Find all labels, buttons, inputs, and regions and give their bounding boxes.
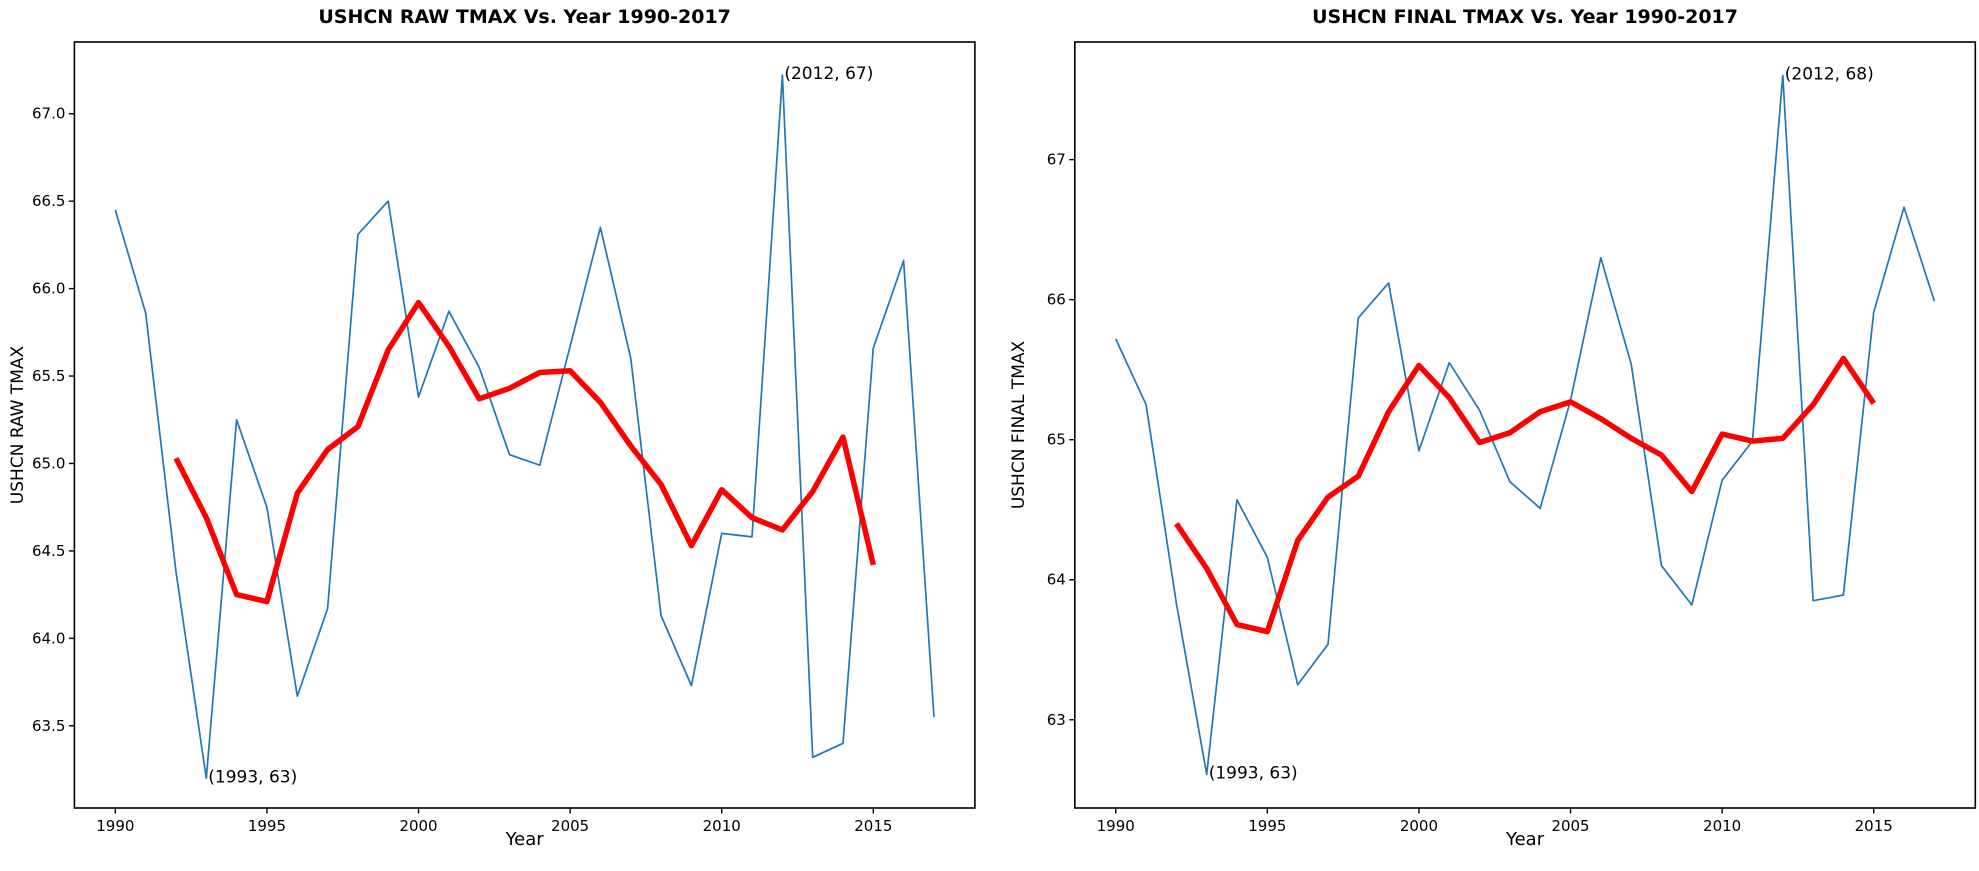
x-tick-label: 2015 xyxy=(854,817,892,835)
annual-final-tmax-line xyxy=(1114,74,1936,776)
y-tick-label: 66.5 xyxy=(32,192,65,210)
five-year-moving-average-line xyxy=(173,299,876,605)
x-tick-label: 2000 xyxy=(1400,817,1438,835)
x-tick-label: 2005 xyxy=(1551,817,1589,835)
annotation-2012: (2012, 67) xyxy=(784,64,873,84)
annotation-1993: (1993, 63) xyxy=(1209,763,1298,783)
x-tick-label: 2010 xyxy=(1703,817,1741,835)
y-tick-label: 66.0 xyxy=(32,280,65,298)
x-axis-label-raw: Year xyxy=(505,829,544,850)
x-tick-label: 2005 xyxy=(551,817,589,835)
x-tick-labels: 1990 1995 2000 2005 2010 2015 xyxy=(1097,808,1893,835)
y-tick-labels: 63.5 64.0 64.5 65.0 65.5 66.0 66.5 67.0 xyxy=(32,105,75,735)
chart-title-raw: USHCN RAW TMAX Vs. Year 1990-2017 xyxy=(318,6,731,28)
y-axis-label-raw: USHCN RAW TMAX xyxy=(8,345,29,505)
x-axis-label-final: Year xyxy=(1505,829,1545,850)
y-tick-label: 64.5 xyxy=(32,542,65,560)
y-tick-label: 67 xyxy=(1047,151,1066,169)
x-tick-label: 1990 xyxy=(1097,817,1135,835)
y-tick-label: 65 xyxy=(1047,431,1066,449)
x-tick-label: 1995 xyxy=(1248,817,1286,835)
x-tick-label: 2010 xyxy=(703,817,741,835)
chart-title-final: USHCN FINAL TMAX Vs. Year 1990-2017 xyxy=(1312,6,1738,28)
axes-frame xyxy=(1074,41,1977,809)
y-axis-label-final: USHCN FINAL TMAX xyxy=(1008,340,1029,510)
axes-frame xyxy=(73,41,976,809)
final-chart-plot: 1990 1995 2000 2005 2010 2015 63 64 65 66 67 (1993,… xyxy=(1047,41,1977,835)
y-tick-label: 63 xyxy=(1047,711,1066,729)
y-tick-label: 64 xyxy=(1047,571,1066,589)
x-tick-label: 1995 xyxy=(248,817,286,835)
y-tick-label: 67.0 xyxy=(32,105,65,123)
y-tick-labels: 63 64 65 66 67 xyxy=(1047,151,1075,729)
y-tick-label: 63.5 xyxy=(32,717,65,735)
x-tick-label: 2015 xyxy=(1855,817,1893,835)
raw-chart-plot: 1990 1995 2000 2005 2010 2015 63.5 64.0 64.5 65.0… xyxy=(32,41,976,835)
annual-raw-tmax-line xyxy=(114,74,935,780)
x-tick-labels: 1990 1995 2000 2005 2010 2015 xyxy=(96,808,892,835)
y-tick-label: 65.5 xyxy=(32,367,65,385)
five-year-moving-average-line xyxy=(1174,355,1876,635)
annotation-2012: (2012, 68) xyxy=(1785,65,1874,85)
y-tick-label: 65.0 xyxy=(32,454,65,472)
x-tick-label: 1990 xyxy=(96,817,134,835)
y-tick-label: 64.0 xyxy=(32,629,65,647)
y-tick-label: 66 xyxy=(1047,291,1066,309)
x-tick-label: 2000 xyxy=(399,817,437,835)
annotation-1993: (1993, 63) xyxy=(208,767,297,787)
